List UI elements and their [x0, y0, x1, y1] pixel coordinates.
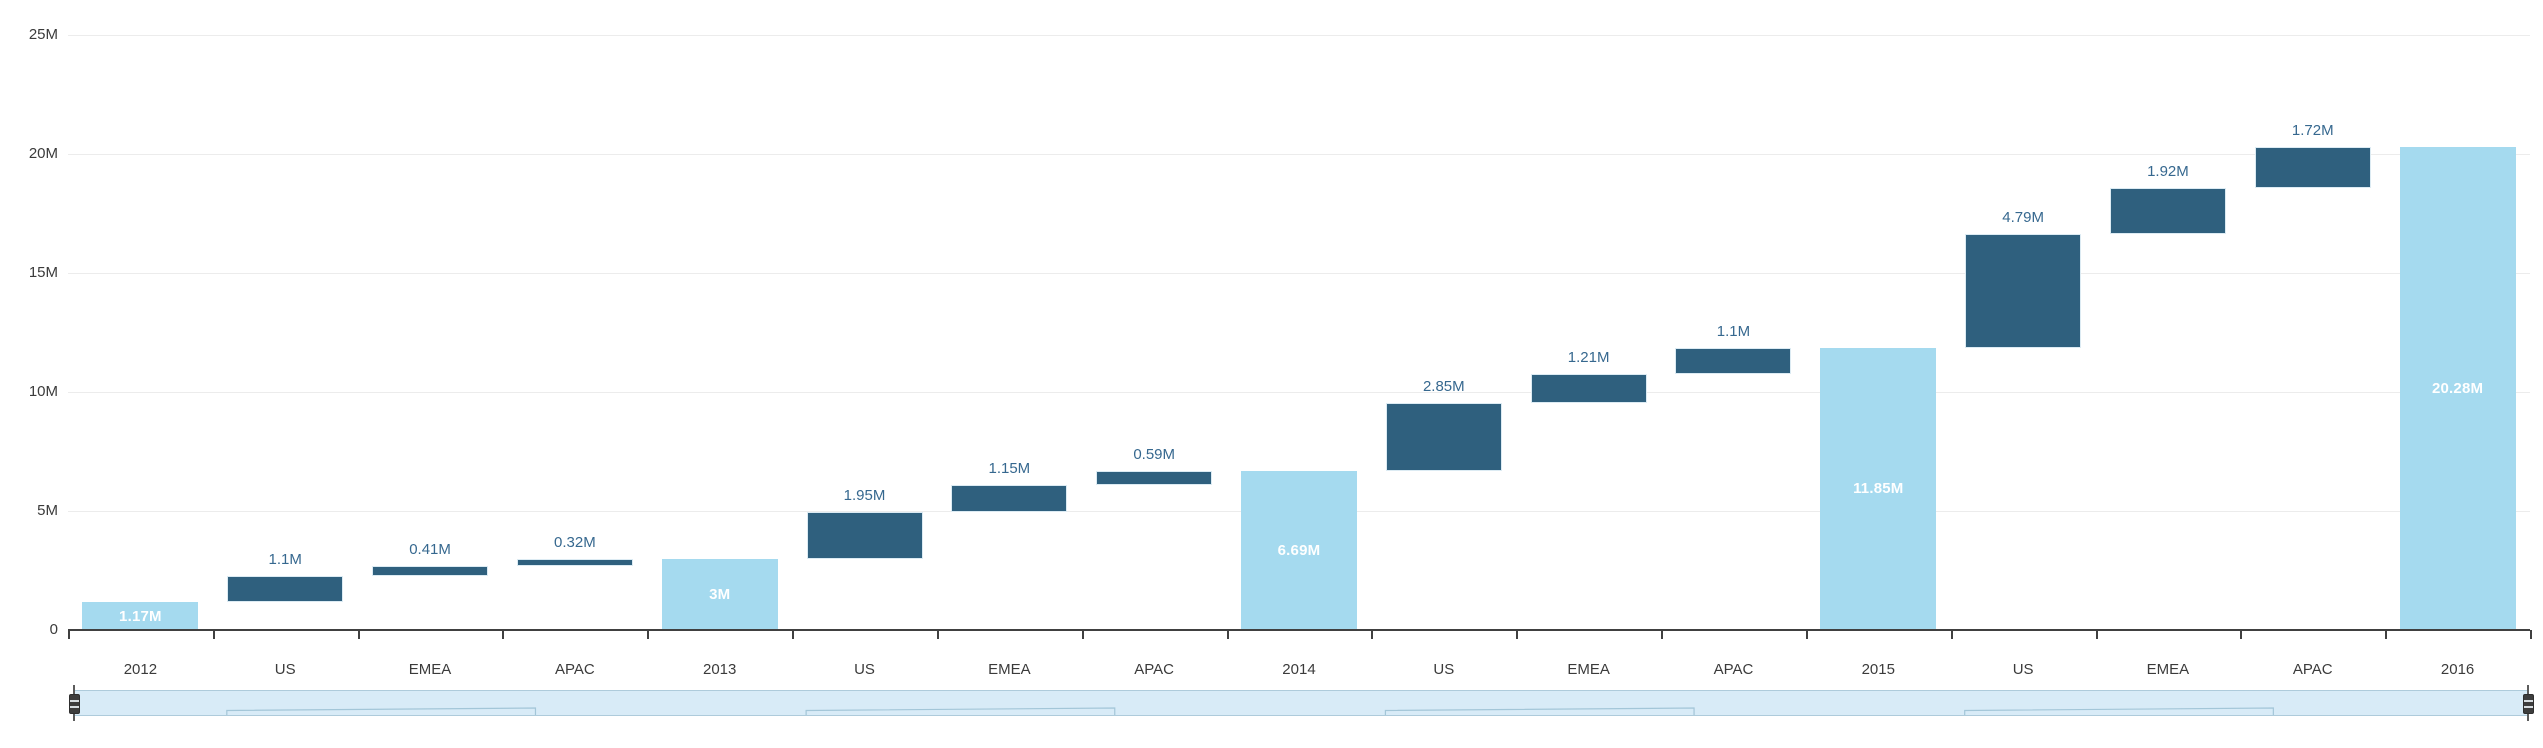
- total-bar-2012[interactable]: 1.17M: [82, 602, 199, 630]
- x-axis-tick: [1227, 630, 1229, 639]
- x-axis-tick: [1661, 630, 1663, 639]
- x-axis-tick: [1371, 630, 1373, 639]
- y-axis-label: 20M: [28, 145, 58, 162]
- delta-bar-emea[interactable]: [372, 566, 489, 576]
- x-axis-tick: [358, 630, 360, 639]
- x-axis-label: US: [1433, 661, 1455, 678]
- delta-bar-apac[interactable]: [1675, 347, 1792, 375]
- delta-bar-us[interactable]: [1965, 233, 2082, 348]
- bar-value-label: 1.15M: [988, 459, 1031, 477]
- x-axis-label: APAC: [2292, 661, 2333, 678]
- bar-value-label: 6.69M: [1277, 541, 1321, 559]
- x-axis-tick: [1951, 630, 1953, 639]
- x-axis-tick: [2096, 630, 2098, 639]
- bar-value-label: 1.21M: [1567, 349, 1610, 367]
- navigator-left-handle[interactable]: [69, 694, 80, 714]
- delta-bar-emea[interactable]: [2109, 188, 2226, 234]
- x-axis-label: US: [854, 661, 875, 678]
- x-axis-tick: [2530, 630, 2532, 639]
- delta-bar-apac[interactable]: [516, 558, 633, 567]
- navigator-right-handle[interactable]: [2523, 694, 2534, 714]
- x-axis-tick: [68, 630, 70, 639]
- y-axis-label: 5M: [37, 502, 58, 519]
- x-axis-line: [68, 629, 2530, 631]
- bar-value-label: 1.1M: [268, 550, 302, 568]
- x-axis-label: US: [2012, 661, 2034, 678]
- bar-value-label: 11.85M: [1853, 480, 1904, 498]
- delta-bar-emea[interactable]: [1530, 374, 1647, 403]
- y-axis-label: 10M: [28, 383, 58, 400]
- bar-value-label: 2.85M: [1422, 377, 1465, 395]
- x-axis-tick: [2240, 630, 2242, 639]
- bar-value-label: 1.72M: [2291, 122, 2334, 140]
- x-axis-label: EMEA: [2146, 661, 2190, 678]
- x-axis-tick: [937, 630, 939, 639]
- gridline: [68, 35, 2530, 36]
- y-axis-label: 25M: [28, 26, 58, 43]
- x-axis-tick: [1082, 630, 1084, 639]
- x-axis-label: EMEA: [1567, 661, 1610, 678]
- delta-bar-emea[interactable]: [951, 484, 1068, 513]
- x-axis-label: APAC: [555, 661, 595, 678]
- x-axis-tick: [1806, 630, 1808, 639]
- bar-value-label: 0.41M: [409, 541, 451, 559]
- x-axis-label: EMEA: [408, 661, 452, 678]
- bar-value-label: 1.92M: [2147, 163, 2189, 181]
- delta-bar-us[interactable]: [1385, 402, 1502, 471]
- bar-value-label: 0.59M: [1133, 445, 1176, 463]
- gridline: [68, 392, 2530, 393]
- x-axis-label: APAC: [1134, 661, 1175, 678]
- bar-value-label: 20.28M: [2431, 380, 2484, 398]
- bar-value-label: 1.95M: [843, 487, 886, 505]
- navigator-track[interactable]: [74, 690, 2528, 716]
- x-axis-tick: [792, 630, 794, 639]
- total-bar-2013[interactable]: 3M: [661, 558, 778, 630]
- gridline: [68, 154, 2530, 155]
- y-axis-label: 0: [49, 621, 58, 638]
- bar-value-label: 1.1M: [1716, 322, 1751, 340]
- x-axis-label: US: [274, 661, 296, 678]
- bar-value-label: 1.17M: [119, 607, 162, 625]
- gridline: [68, 273, 2530, 274]
- x-axis-label: 2013: [703, 661, 737, 678]
- x-axis-tick: [502, 630, 504, 639]
- x-axis-tick: [647, 630, 649, 639]
- x-axis-tick: [1516, 630, 1518, 639]
- x-axis-label: 2015: [1861, 661, 1895, 678]
- total-bar-2016[interactable]: 20.28M: [2399, 147, 2516, 630]
- bar-value-label: 4.79M: [2002, 208, 2044, 226]
- y-axis-label: 15M: [28, 264, 58, 281]
- x-axis-tick: [2385, 630, 2387, 639]
- x-axis-label: EMEA: [988, 661, 1031, 678]
- total-bar-2015[interactable]: 11.85M: [1820, 347, 1937, 630]
- bar-value-label: 3M: [709, 585, 731, 603]
- x-axis-label: 2016: [2440, 661, 2475, 678]
- delta-bar-apac[interactable]: [1096, 470, 1213, 485]
- x-axis-tick: [213, 630, 215, 639]
- total-bar-2014[interactable]: 6.69M: [1241, 470, 1357, 630]
- delta-bar-us[interactable]: [227, 575, 344, 603]
- x-axis-label: APAC: [1713, 661, 1754, 678]
- x-axis-label: 2012: [123, 661, 158, 678]
- delta-bar-us[interactable]: [806, 512, 923, 559]
- x-axis-label: 2014: [1282, 661, 1316, 678]
- bar-value-label: 0.32M: [554, 533, 596, 551]
- delta-bar-apac[interactable]: [2254, 147, 2371, 189]
